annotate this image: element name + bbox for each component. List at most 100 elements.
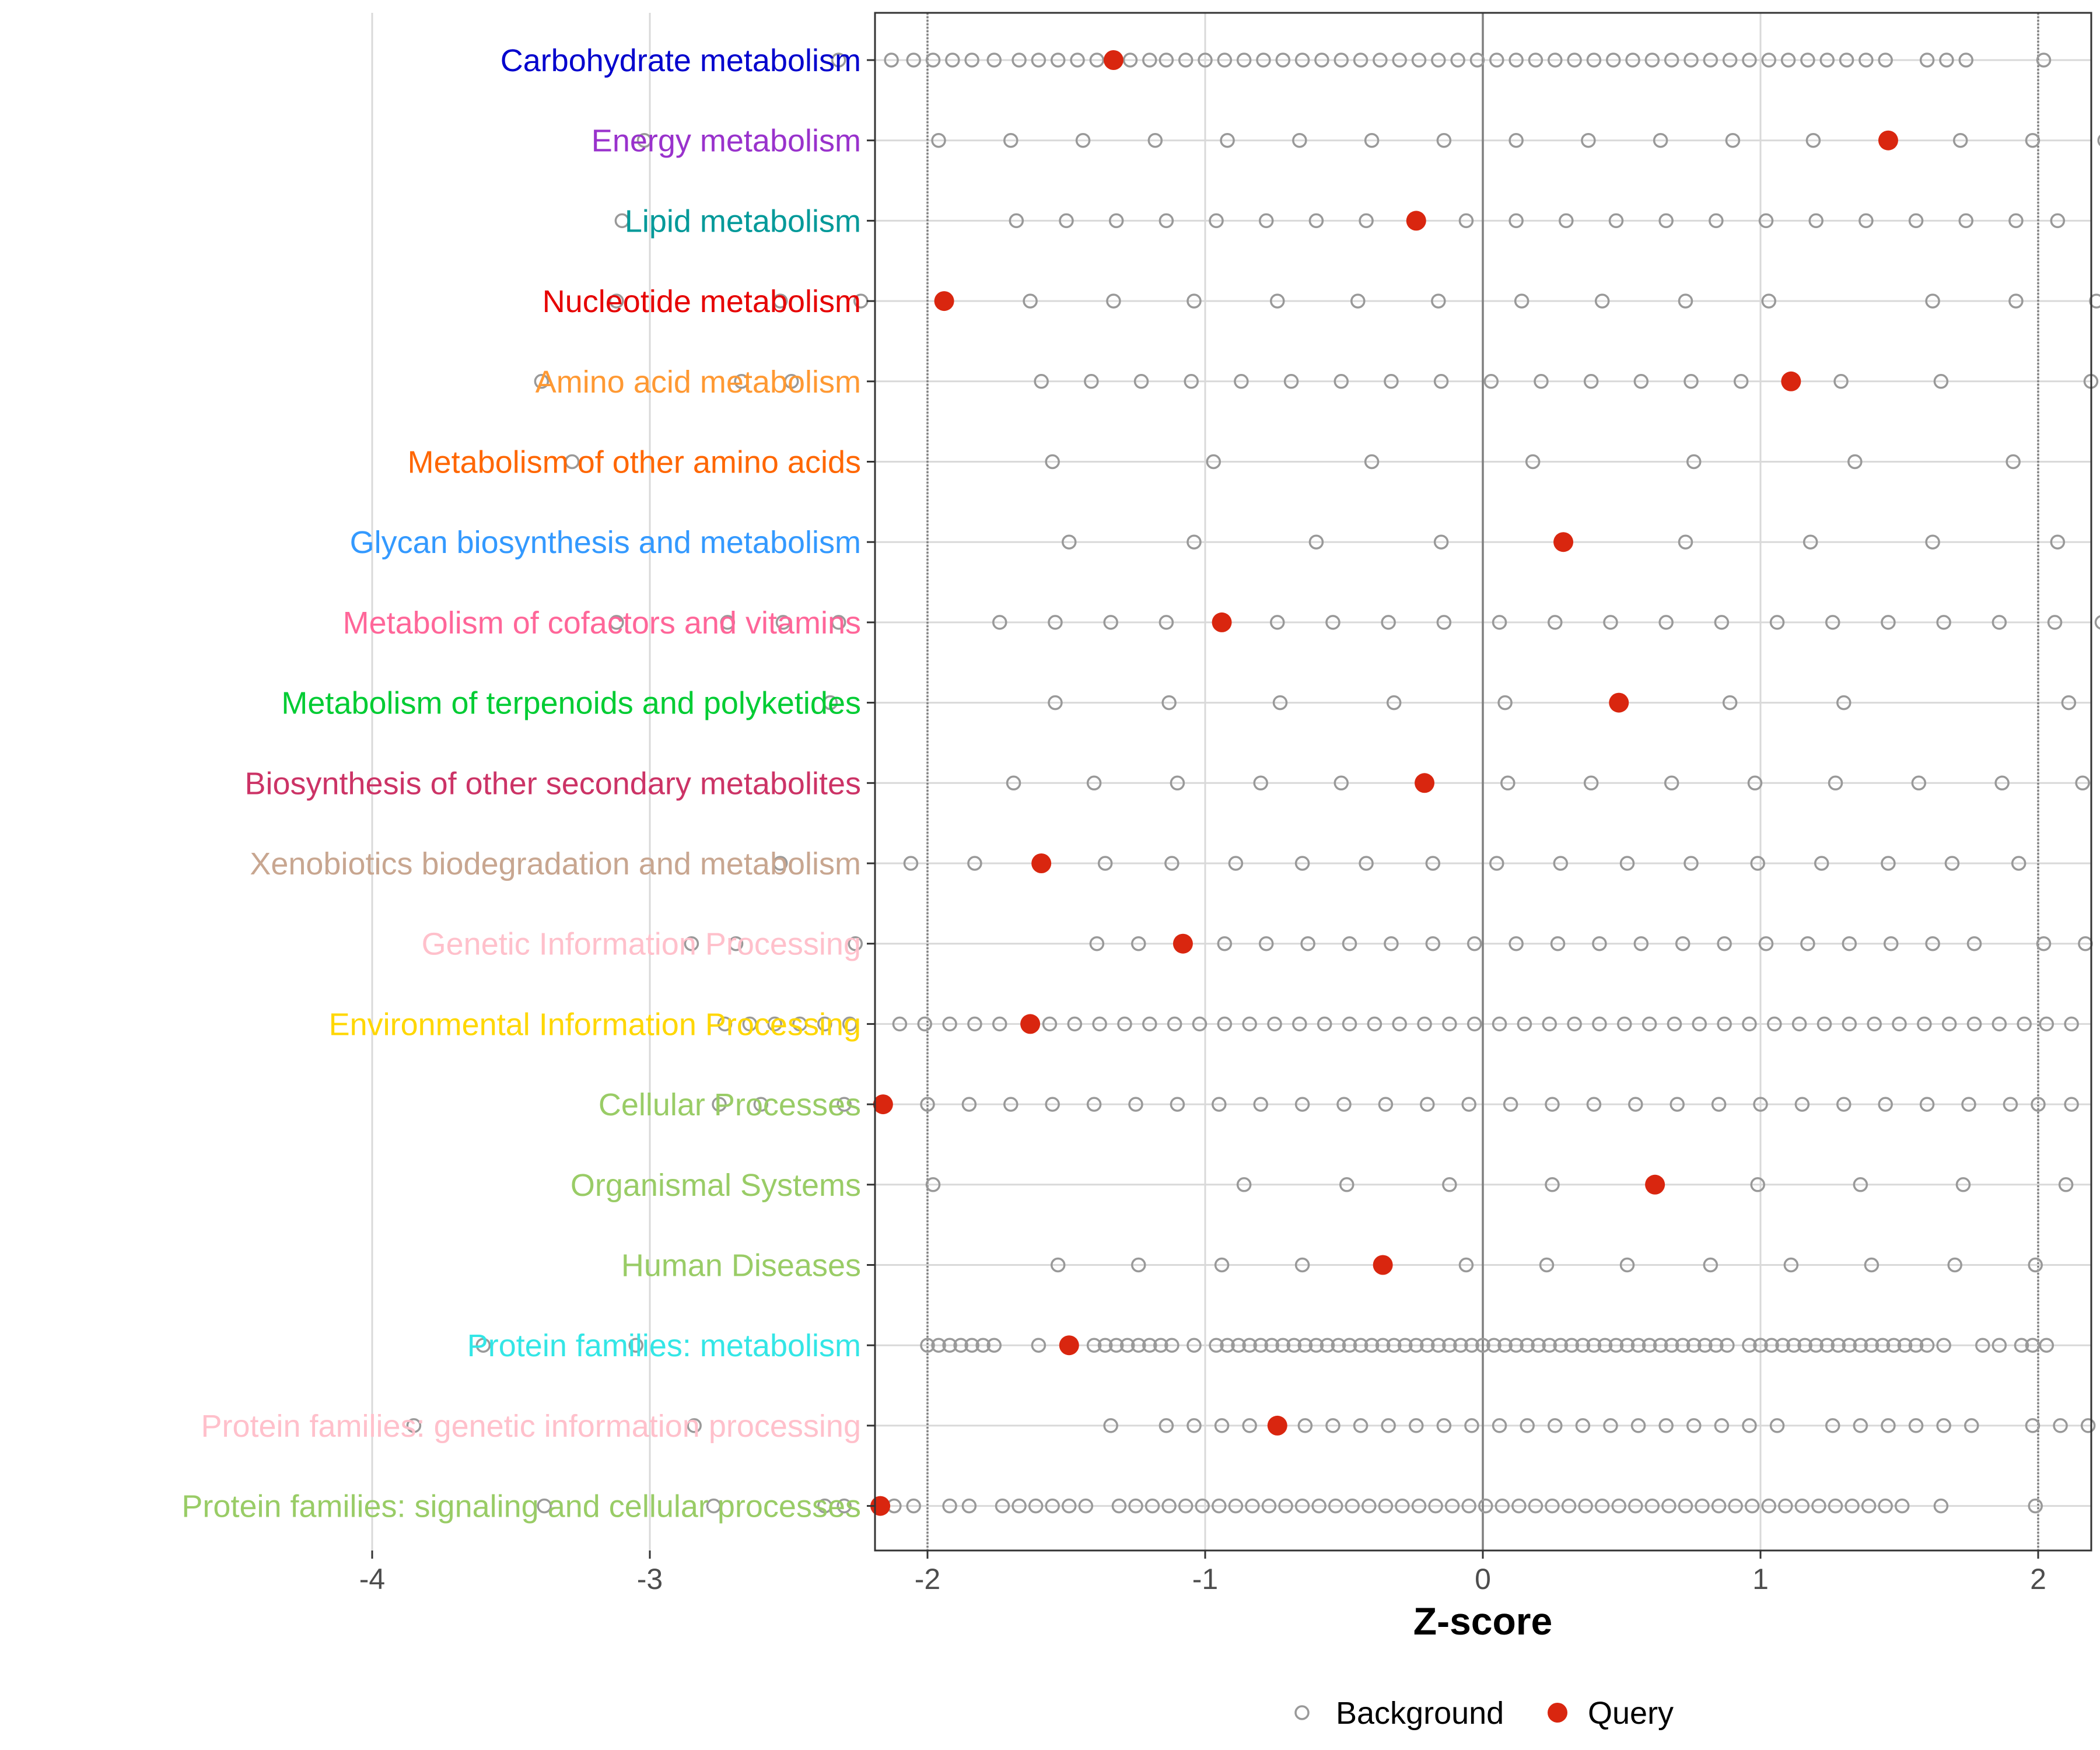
background-point [1131,1257,1146,1273]
background-point [1206,454,1222,470]
background-point [1586,52,1602,68]
background-point [1133,374,1149,389]
background-point [1003,1097,1019,1112]
background-point [986,1338,1002,1353]
background-point [1464,1418,1479,1433]
background-point [1489,52,1504,68]
background-point [1411,1498,1427,1514]
background-point [1819,52,1835,68]
background-point [1142,1338,1157,1353]
background-point [767,1016,782,1032]
background-point [1103,615,1118,630]
background-point [1592,936,1607,951]
reference-lines [926,13,2039,1550]
background-point [1698,1338,1713,1353]
background-point [1628,1097,1643,1112]
background-point [1947,1257,1962,1273]
background-point [1819,1338,1835,1353]
category-label: Cellular Processes [598,1087,861,1122]
background-point [1742,52,1757,68]
background-point [1678,293,1693,309]
background-point [1128,1097,1143,1112]
background-point [1842,936,1857,951]
background-point [1608,213,1624,229]
background-point [1559,213,1574,229]
background-point [961,1498,977,1514]
category-label: Nucleotide metabolism [542,284,861,319]
background-point [836,1498,852,1514]
background-point [717,1016,733,1032]
category-label: Organismal Systems [570,1168,861,1203]
background-point [1742,1016,1757,1032]
background-point [1520,1418,1535,1433]
background-point [1825,1418,1840,1433]
background-point [842,1016,858,1032]
background-point [942,1338,957,1353]
background-point [1103,1418,1118,1433]
background-point [1725,132,1741,148]
background-point [1919,1338,1935,1353]
category-label: Protein families: signaling and cellular… [181,1489,861,1524]
background-point [942,1016,957,1032]
background-point [1564,1338,1580,1353]
background-point [1864,1338,1880,1353]
x-tick-label: 0 [1475,1563,1491,1595]
background-point [1212,1097,1227,1112]
background-point [1764,1338,1779,1353]
background-point [1761,1498,1777,1514]
background-point [1814,856,1829,871]
background-point [537,1498,552,1514]
background-point [1895,1498,1910,1514]
background-point [1294,1498,1310,1514]
background-point [1961,1097,1976,1112]
background-point [1217,936,1233,951]
background-point [1897,1338,1913,1353]
background-point [967,1016,982,1032]
background-point [628,1338,643,1353]
background-point [2028,1498,2043,1514]
background-point [1853,1338,1868,1353]
background-point [1811,1498,1826,1514]
background-point [1742,1338,1757,1353]
background-point [2061,695,2077,710]
background-point [1925,936,1940,951]
background-point [1328,1498,1343,1514]
background-point [1078,1498,1094,1514]
background-point [1245,1498,1260,1514]
background-point [1108,213,1124,229]
background-point [1428,1498,1443,1514]
background-point [2097,134,2100,146]
background-point [1045,1097,1060,1112]
background-point [728,936,744,951]
background-point [1092,1016,1107,1032]
background-point [1242,1418,1257,1433]
background-point [1611,1498,1626,1514]
background-point [945,52,960,68]
background-point [1425,936,1441,951]
background-point [1878,52,1893,68]
background-point [1831,1338,1846,1353]
background-point [1808,1338,1824,1353]
background-point [1300,936,1315,951]
background-point [1808,213,1824,229]
background-point [1384,936,1399,951]
background-point [1753,1097,1768,1112]
background-point [609,615,624,630]
background-point [1717,936,1732,951]
category-label: Lipid metabolism [625,204,861,239]
background-point [1497,1338,1513,1353]
query-point [873,1094,893,1115]
background-point [1186,1418,1202,1433]
background-point [1420,1097,1435,1112]
background-point [1294,1097,1310,1112]
background-point [2014,1338,2029,1353]
background-point [1050,1257,1066,1273]
background-point [964,1338,979,1353]
background-point [1161,695,1177,710]
background-point [1466,1016,1482,1032]
legend-background-label: Background [1336,1696,1504,1731]
background-point [1966,1016,1982,1032]
background-point [1433,374,1449,389]
x-tick-label: 2 [2030,1563,2046,1595]
background-point [1142,52,1157,68]
